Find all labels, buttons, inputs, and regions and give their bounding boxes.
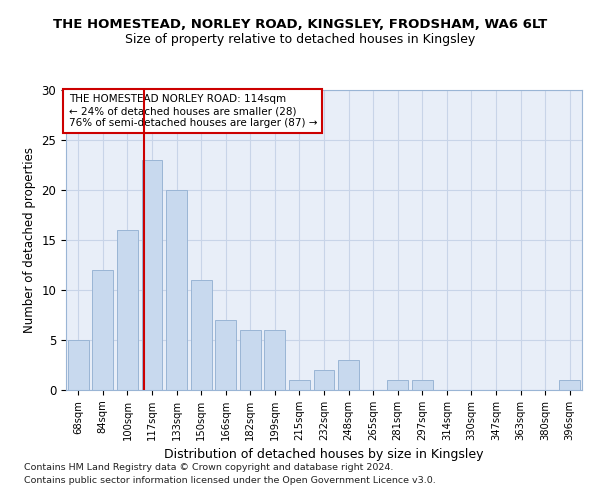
Bar [240, 330, 261, 390]
Bar [314, 370, 334, 390]
Bar [142, 160, 163, 390]
Bar [117, 230, 138, 390]
Bar [215, 320, 236, 390]
Text: Contains public sector information licensed under the Open Government Licence v3: Contains public sector information licen… [24, 476, 436, 485]
Bar [191, 280, 212, 390]
Bar [265, 330, 286, 390]
Bar [289, 380, 310, 390]
Bar [68, 340, 89, 390]
Text: THE HOMESTEAD NORLEY ROAD: 114sqm
← 24% of detached houses are smaller (28)
76% : THE HOMESTEAD NORLEY ROAD: 114sqm ← 24% … [68, 94, 317, 128]
Y-axis label: Number of detached properties: Number of detached properties [23, 147, 36, 333]
Text: Contains HM Land Registry data © Crown copyright and database right 2024.: Contains HM Land Registry data © Crown c… [24, 464, 394, 472]
Bar [412, 380, 433, 390]
Bar [166, 190, 187, 390]
Text: Size of property relative to detached houses in Kingsley: Size of property relative to detached ho… [125, 32, 475, 46]
X-axis label: Distribution of detached houses by size in Kingsley: Distribution of detached houses by size … [164, 448, 484, 462]
Bar [92, 270, 113, 390]
Bar [559, 380, 580, 390]
Bar [387, 380, 408, 390]
Text: THE HOMESTEAD, NORLEY ROAD, KINGSLEY, FRODSHAM, WA6 6LT: THE HOMESTEAD, NORLEY ROAD, KINGSLEY, FR… [53, 18, 547, 30]
Bar [338, 360, 359, 390]
